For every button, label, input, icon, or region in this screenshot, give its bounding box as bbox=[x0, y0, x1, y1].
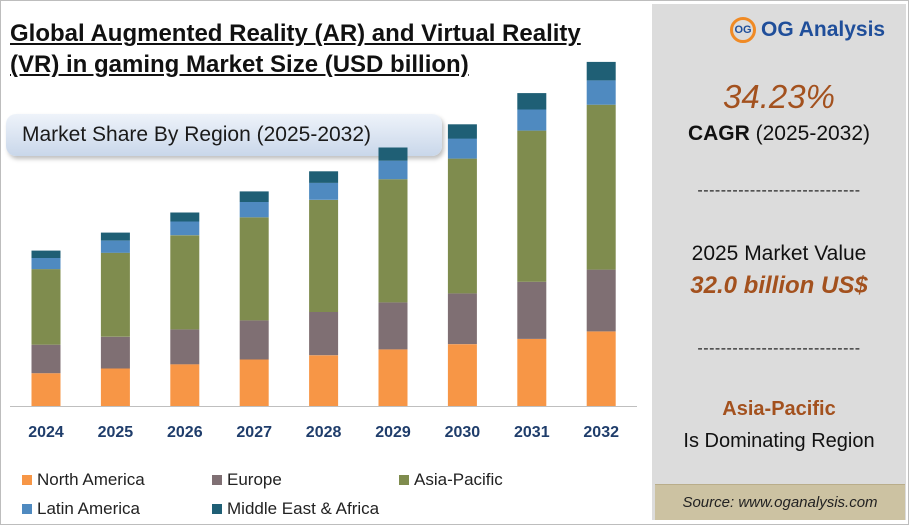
bar-2027-north-america bbox=[239, 359, 269, 406]
legend-swatch bbox=[212, 504, 222, 514]
x-tick-label: 2032 bbox=[583, 424, 619, 441]
bar-2031-north-america bbox=[517, 338, 547, 406]
bar-2025-europe bbox=[100, 336, 130, 369]
x-tick-label: 2029 bbox=[375, 424, 411, 441]
cagr-value: 34.23% bbox=[723, 78, 835, 115]
market-value-label: 2025 Market Value bbox=[691, 242, 867, 265]
bar-2029-asia-pacific bbox=[378, 179, 408, 303]
bar-2028-north-america bbox=[309, 355, 339, 406]
summary-panel bbox=[652, 4, 906, 520]
og-logo-icon: OG bbox=[730, 17, 756, 43]
bar-2025-latin-america bbox=[100, 240, 130, 253]
chart-title: Global Augmented Reality (AR) and Virtua… bbox=[10, 20, 581, 78]
bar-2026-middle-east-africa bbox=[170, 212, 200, 222]
x-tick-label: 2028 bbox=[306, 424, 342, 441]
bar-2030-asia-pacific bbox=[447, 158, 477, 294]
bar-2026-asia-pacific bbox=[170, 235, 200, 330]
stacked-bar-chart: 2024 2025 2026 2027 2028 2029 2030 2031 2032 bbox=[10, 61, 637, 441]
legend-label: North America bbox=[37, 470, 145, 489]
bar-2027-europe bbox=[239, 320, 269, 360]
x-tick-label: 2024 bbox=[28, 424, 64, 441]
panel-divider-2: ---------------------------- bbox=[697, 340, 861, 357]
og-analysis-logo: OG OG Analysis bbox=[730, 17, 885, 43]
bar-2026-europe bbox=[170, 329, 200, 365]
legend-swatch bbox=[22, 504, 32, 514]
legend-swatch bbox=[399, 475, 409, 485]
bar-2030-middle-east-africa bbox=[447, 124, 477, 139]
bar-2028-middle-east-africa bbox=[309, 171, 339, 183]
bar-2031-latin-america bbox=[517, 109, 547, 131]
bar-2025-north-america bbox=[100, 368, 130, 406]
legend-swatch bbox=[212, 475, 222, 485]
legend-item: North America bbox=[22, 470, 145, 490]
cagr-label-period: (2025-2032) bbox=[755, 122, 871, 145]
bar-2024-north-america bbox=[31, 373, 61, 406]
chart-legend: North America Europe Asia-Pacific Latin Ame… bbox=[22, 466, 642, 522]
bar-2029-north-america bbox=[378, 349, 408, 406]
bar-2027-latin-america bbox=[239, 202, 269, 218]
legend-label: Asia-Pacific bbox=[414, 470, 503, 489]
cagr-label: CAGR (2025-2032) bbox=[652, 122, 906, 146]
bar-2028-latin-america bbox=[309, 182, 339, 200]
bar-2027-middle-east-africa bbox=[239, 191, 269, 202]
bar-2026-latin-america bbox=[170, 221, 200, 236]
legend-label: Middle East & Africa bbox=[227, 499, 380, 518]
bar-2028-europe bbox=[309, 311, 339, 356]
bar-2024-latin-america bbox=[31, 258, 61, 270]
bar-2029-latin-america bbox=[378, 160, 408, 180]
dominating-region-name: Asia-Pacific bbox=[722, 398, 836, 420]
legend-item: Latin America bbox=[22, 499, 140, 519]
bar-2026-north-america bbox=[170, 364, 200, 406]
market-value: 32.0 billion US$ bbox=[690, 272, 868, 299]
bar-2032-north-america bbox=[586, 331, 616, 406]
region-subtitle-box: Market Share By Region (2025-2032) bbox=[6, 114, 442, 156]
bar-2024-europe bbox=[31, 344, 61, 374]
legend-item: Middle East & Africa bbox=[212, 499, 379, 519]
legend-item: Asia-Pacific bbox=[399, 470, 503, 490]
bar-2032-asia-pacific bbox=[586, 104, 616, 270]
x-tick-label: 2030 bbox=[445, 424, 481, 441]
region-subtitle: Market Share By Region (2025-2032) bbox=[22, 123, 372, 146]
source-text: Source: www.oganalysis.com bbox=[682, 494, 878, 511]
legend-label: Latin America bbox=[37, 499, 140, 518]
bar-2032-middle-east-africa bbox=[586, 61, 616, 81]
bar-2025-asia-pacific bbox=[100, 252, 130, 337]
bar-2031-asia-pacific bbox=[517, 130, 547, 282]
legend-swatch bbox=[22, 475, 32, 485]
bar-2024-middle-east-africa bbox=[31, 250, 61, 258]
x-tick-label: 2025 bbox=[98, 424, 134, 441]
bar-2029-europe bbox=[378, 302, 408, 350]
dominating-region-text: Is Dominating Region bbox=[683, 430, 875, 452]
x-tick-label: 2026 bbox=[167, 424, 203, 441]
logo-text: OG Analysis bbox=[761, 18, 886, 41]
cagr-label-bold: CAGR bbox=[687, 122, 750, 145]
source-footer: Source: www.oganalysis.com bbox=[655, 484, 905, 520]
bar-2029-middle-east-africa bbox=[378, 147, 408, 161]
panel-divider-1: ---------------------------- bbox=[697, 182, 861, 199]
bar-2031-middle-east-africa bbox=[517, 93, 547, 110]
bar-2030-latin-america bbox=[447, 138, 477, 159]
legend-item: Europe bbox=[212, 470, 282, 490]
bar-2032-europe bbox=[586, 269, 616, 332]
bar-2032-latin-america bbox=[586, 80, 616, 105]
bar-2031-europe bbox=[517, 281, 547, 339]
x-tick-label: 2031 bbox=[514, 424, 550, 441]
bar-2028-asia-pacific bbox=[309, 199, 339, 312]
bar-2027-asia-pacific bbox=[239, 217, 269, 321]
bar-2024-asia-pacific bbox=[31, 269, 61, 345]
bar-2030-north-america bbox=[447, 344, 477, 406]
bar-2025-middle-east-africa bbox=[100, 232, 130, 241]
legend-label: Europe bbox=[227, 470, 282, 489]
bar-2030-europe bbox=[447, 293, 477, 345]
x-tick-label: 2027 bbox=[236, 424, 272, 441]
